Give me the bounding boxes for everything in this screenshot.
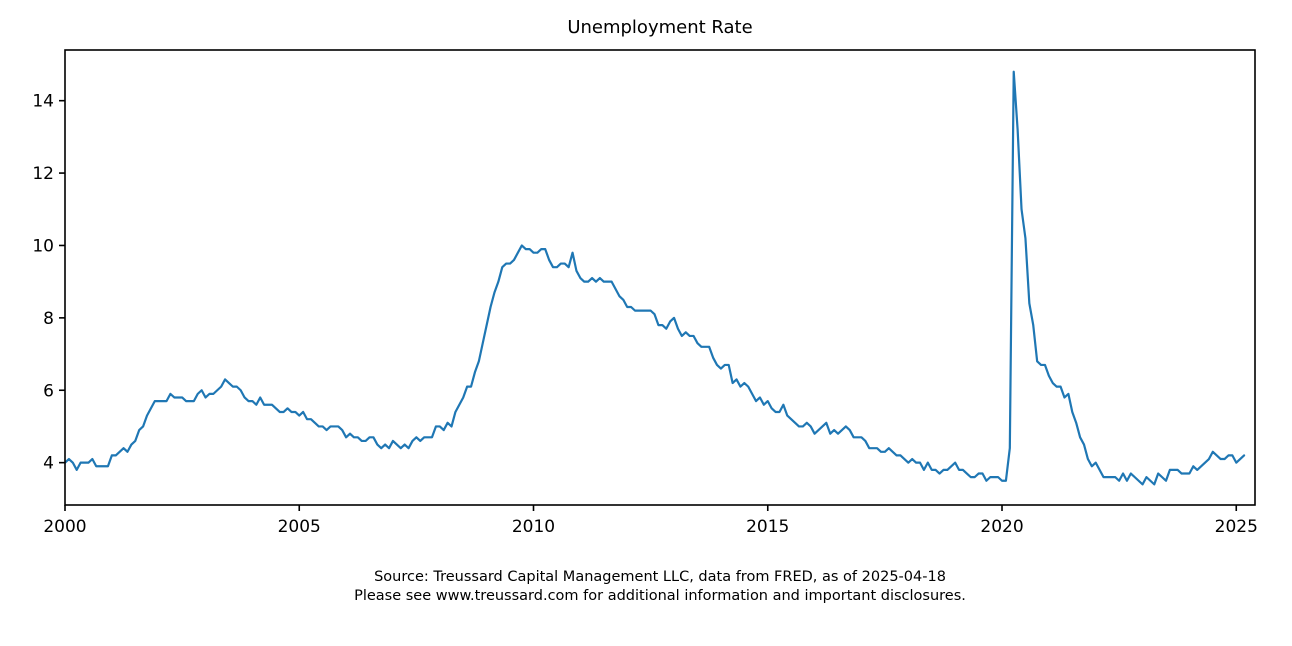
x-tick-label: 2005 [278,517,321,537]
x-tick-label: 2010 [512,517,555,537]
y-tick-label: 4 [43,454,54,474]
x-tick-label: 2020 [980,517,1023,537]
unemployment-line [63,70,1246,486]
source-line-2: Please see www.treussard.com for additio… [354,588,966,604]
x-tick-label: 2015 [746,517,789,537]
y-tick-label: 6 [43,381,54,401]
y-tick-label: 10 [32,236,54,256]
axes-spines [64,49,1256,506]
x-tick-label: 2025 [1215,517,1258,537]
source-line-1: Source: Treussard Capital Management LLC… [374,569,946,585]
chart-title: Unemployment Rate [567,17,753,38]
y-tick-label: 14 [32,92,54,112]
y-tick-label: 12 [32,164,54,184]
x-tick-label: 2000 [43,517,86,537]
source-block: Source: Treussard Capital Management LLC… [65,568,1255,606]
y-tick-label: 8 [43,309,54,329]
